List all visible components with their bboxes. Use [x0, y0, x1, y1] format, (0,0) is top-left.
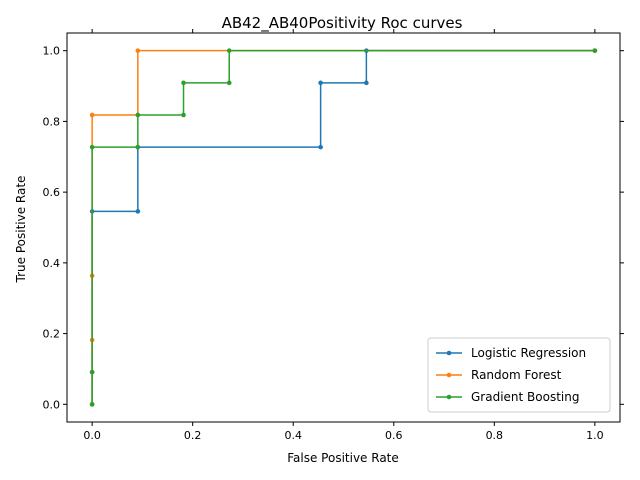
x-axis-label: False Positive Rate [287, 451, 399, 465]
x-tick-label: 0.0 [83, 429, 101, 442]
y-tick-label: 0.2 [43, 328, 61, 341]
y-tick-label: 0.8 [43, 115, 61, 128]
legend-marker [446, 372, 452, 378]
y-tick-label: 1.0 [43, 45, 61, 58]
x-tick-label: 1.0 [586, 429, 604, 442]
legend-label: Logistic Regression [471, 346, 586, 360]
data-point-gradient-boosting [592, 48, 598, 53]
data-point-logistic-regression [318, 144, 323, 150]
legend-marker [446, 350, 452, 356]
series-line-gradient-boosting [91, 49, 595, 405]
legend: Logistic Regression Random Forest Gradient… [427, 337, 611, 413]
legend-box [427, 337, 611, 413]
legend-item: Logistic Regression [436, 346, 586, 360]
data-point-gradient-boosting [89, 144, 95, 150]
plot-area [89, 48, 598, 407]
legend-marker [446, 394, 452, 400]
data-point-gradient-boosting [181, 112, 186, 118]
axis-ticks: 0.0 0.2 0.4 0.6 0.8 1.0 0.0 0.2 0.4 0.6 0.8 1.0 [43, 29, 624, 442]
y-tick-label: 0.0 [43, 398, 61, 411]
data-point-gradient-boosting [226, 80, 232, 86]
data-point-random-forest [135, 48, 141, 53]
chart-title: AB42_AB40Positivity Roc curves [222, 14, 463, 33]
y-tick-label: 0.4 [43, 257, 61, 270]
plot-frame [66, 32, 621, 423]
data-point-gradient-boosting [89, 402, 95, 407]
data-point-logistic-regression [364, 80, 369, 86]
x-tick-label: 0.4 [284, 429, 302, 442]
x-tick-label: 0.8 [486, 429, 504, 442]
legend-label: Gradient Boosting [471, 390, 579, 404]
legend-label: Random Forest [471, 368, 562, 382]
data-point-gradient-boosting [89, 369, 95, 375]
legend-item: Random Forest [436, 368, 562, 382]
x-tick-label: 0.6 [385, 429, 403, 442]
series-gradient-boosting [89, 48, 598, 407]
data-point-random-forest [89, 112, 95, 118]
x-tick-label: 0.2 [184, 429, 202, 442]
data-point-logistic-regression [135, 209, 141, 214]
data-point-gradient-boosting [135, 112, 141, 118]
data-point-gradient-boosting [135, 144, 141, 150]
data-point-gradient-boosting [181, 80, 186, 86]
y-axis-label: True Positive Rate [14, 176, 28, 284]
data-point-logistic-regression [318, 80, 323, 86]
legend-item: Gradient Boosting [436, 390, 579, 404]
data-point-gradient-boosting [226, 48, 232, 53]
y-tick-label: 0.6 [43, 186, 61, 199]
